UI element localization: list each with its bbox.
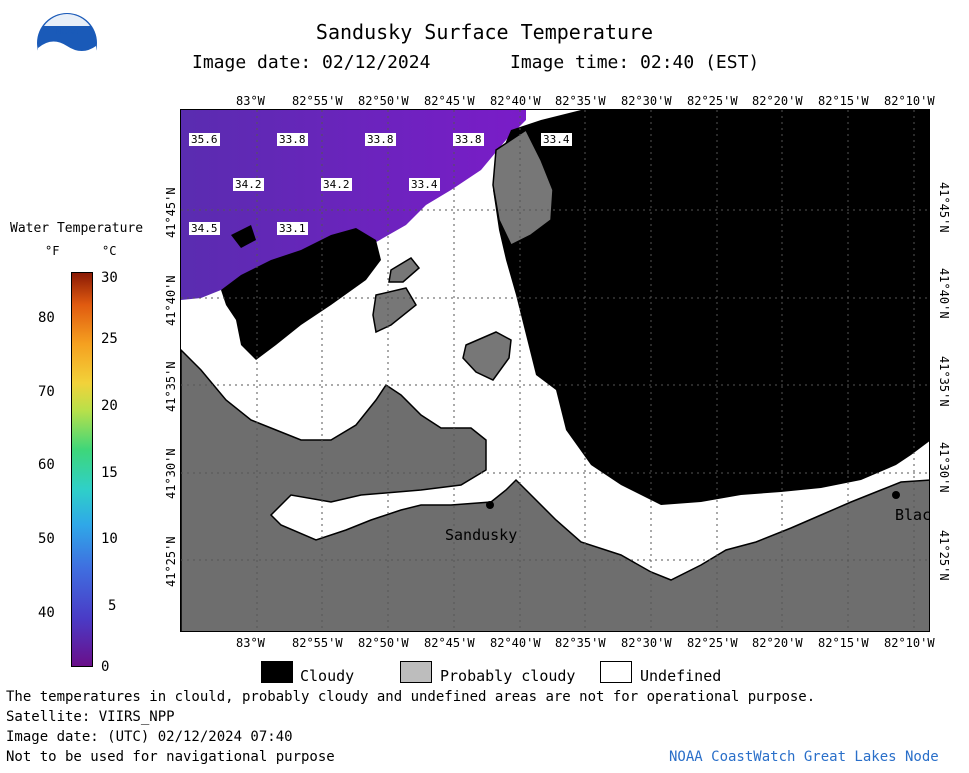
cloud-area: [231, 225, 256, 248]
lon-tick-top: 82°15'W: [818, 94, 869, 108]
lon-tick-bottom: 82°20'W: [752, 636, 803, 650]
other-city-marker: [892, 491, 900, 499]
temperature-label: 35.6: [189, 133, 220, 146]
lon-tick-bottom: 82°55'W: [292, 636, 343, 650]
lon-tick-bottom: 82°10'W: [884, 636, 935, 650]
water-temperature-area: [181, 110, 526, 300]
lat-tick-left: 41°40'N: [164, 275, 178, 326]
noaa-logo: NOAA: [36, 12, 98, 75]
f-tick: 60: [38, 457, 55, 473]
lon-tick-top: 82°40'W: [490, 94, 541, 108]
legend-unit-f: °F: [45, 244, 60, 258]
lat-tick-right: 41°35'N: [937, 356, 951, 407]
footer-satellite: Satellite: VIIRS_NPP: [6, 709, 175, 725]
lat-tick-right: 41°45'N: [937, 182, 951, 233]
key-probably-cloudy-label: Probably cloudy: [440, 667, 576, 685]
probably-cloudy-area: [372, 287, 417, 334]
temperature-label: 34.2: [321, 178, 352, 191]
key-cloudy-swatch: [261, 661, 293, 683]
cloud-area: [221, 228, 381, 360]
lon-tick-bottom: 82°15'W: [818, 636, 869, 650]
f-tick: 70: [38, 384, 55, 400]
lon-tick-top: 82°20'W: [752, 94, 803, 108]
temperature-label: 33.8: [453, 133, 484, 146]
f-tick: 80: [38, 310, 55, 326]
map-svg: [181, 110, 929, 631]
lon-tick-top: 83°W: [236, 94, 265, 108]
lon-tick-bottom: 82°40'W: [490, 636, 541, 650]
lon-tick-top: 82°50'W: [358, 94, 409, 108]
temperature-label: 34.5: [189, 222, 220, 235]
footer-image-date-utc: Image date: (UTC) 02/12/2024 07:40: [6, 729, 293, 745]
key-probably-cloudy-swatch: [400, 661, 432, 683]
sandusky-marker: [486, 501, 494, 509]
city-label-sandusky: Sandusky: [445, 526, 518, 544]
lon-tick-top: 82°55'W: [292, 94, 343, 108]
map-panel: 35.6 33.8 33.8 33.8 33.4 34.2 34.2 33.4 …: [180, 109, 930, 632]
temperature-label: 33.4: [409, 178, 440, 191]
key-undefined-swatch: [600, 661, 632, 683]
lon-tick-top: 82°45'W: [424, 94, 475, 108]
c-tick: 25: [101, 331, 118, 347]
c-tick: 20: [101, 398, 118, 414]
temperature-label: 33.1: [277, 222, 308, 235]
temperature-label: 33.8: [365, 133, 396, 146]
key-undefined-label: Undefined: [640, 667, 722, 685]
probably-cloudy-area: [388, 257, 421, 283]
lat-tick-left: 41°30'N: [164, 448, 178, 499]
lat-tick-left: 41°35'N: [164, 361, 178, 412]
cloud-area: [493, 110, 929, 505]
color-bar: [71, 272, 93, 667]
city-label-other: Blac: [895, 506, 930, 524]
lon-tick-top: 82°25'W: [687, 94, 738, 108]
temperature-label: 34.2: [233, 178, 264, 191]
key-cloudy-label: Cloudy: [300, 667, 355, 685]
lon-tick-bottom: 82°35'W: [555, 636, 606, 650]
f-tick: 40: [38, 605, 55, 621]
graticule: [181, 110, 929, 631]
footer-credit: NOAA CoastWatch Great Lakes Node: [669, 749, 939, 765]
land-area: [181, 348, 929, 631]
lat-tick-left: 41°25'N: [164, 536, 178, 587]
legend-unit-c: °C: [102, 244, 117, 258]
temperature-label: 33.8: [277, 133, 308, 146]
probably-cloudy-area: [462, 331, 512, 381]
temperature-label: 33.4: [541, 133, 572, 146]
c-tick: 30: [101, 270, 118, 286]
footer-navigation-warning: Not to be used for navigational purpose: [6, 749, 335, 765]
lon-tick-bottom: 82°45'W: [424, 636, 475, 650]
lat-tick-right: 41°40'N: [937, 268, 951, 319]
lat-tick-left: 41°45'N: [164, 187, 178, 238]
c-tick: 5: [108, 598, 117, 614]
footer-disclaimer: The temperatures in clould, probably clo…: [6, 689, 816, 705]
lon-tick-bottom: 82°30'W: [621, 636, 672, 650]
c-tick: 10: [101, 531, 118, 547]
lon-tick-top: 82°30'W: [621, 94, 672, 108]
lon-tick-bottom: 82°25'W: [687, 636, 738, 650]
svg-text:NOAA: NOAA: [56, 27, 79, 36]
image-date: Image date: 02/12/2024: [192, 52, 431, 73]
lon-tick-top: 82°35'W: [555, 94, 606, 108]
image-time: Image time: 02:40 (EST): [510, 52, 760, 73]
probably-cloudy-area: [492, 128, 554, 247]
legend-title: Water Temperature: [10, 221, 144, 236]
lon-tick-bottom: 83°W: [236, 636, 265, 650]
c-tick: 0: [101, 659, 110, 675]
lat-tick-right: 41°25'N: [937, 530, 951, 581]
page-title: Sandusky Surface Temperature: [315, 20, 654, 44]
c-tick: 15: [101, 465, 118, 481]
f-tick: 50: [38, 531, 55, 547]
lon-tick-bottom: 82°50'W: [358, 636, 409, 650]
lon-tick-top: 82°10'W: [884, 94, 935, 108]
lat-tick-right: 41°30'N: [937, 442, 951, 493]
